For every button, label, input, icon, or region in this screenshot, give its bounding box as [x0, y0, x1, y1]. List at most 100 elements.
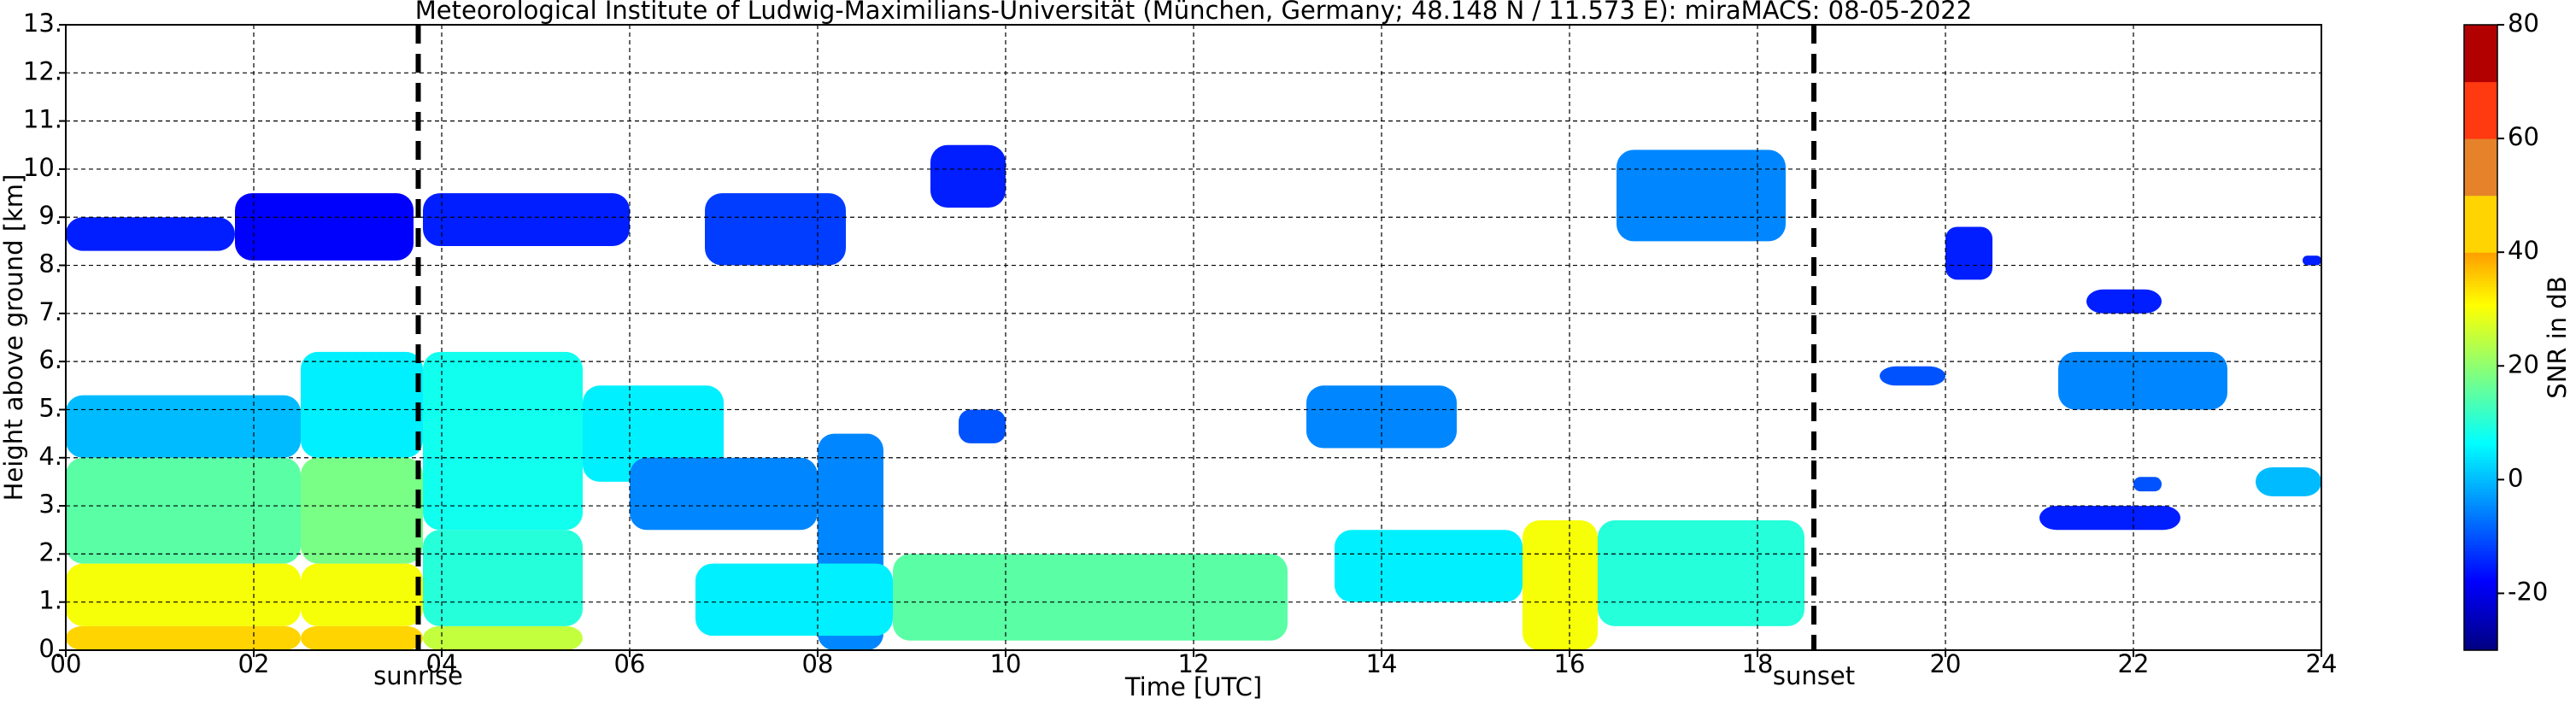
colorbar-tick-label: 40: [2508, 236, 2539, 265]
colorbar-band: [2464, 79, 2497, 83]
snr-cell: [2058, 351, 2227, 410]
colorbar-band: [2464, 197, 2497, 202]
colorbar-band: [2464, 56, 2497, 60]
colorbar-band: [2464, 439, 2497, 443]
colorbar-band: [2464, 519, 2497, 523]
colorbar-band: [2464, 278, 2497, 282]
colorbar-band: [2464, 50, 2497, 54]
colorbar-band: [2464, 286, 2497, 290]
colorbar-band: [2464, 405, 2497, 409]
chart-title: Meteorological Institute of Ludwig-Maxim…: [415, 0, 1972, 25]
snr-cell: [695, 563, 893, 637]
colorbar-band: [2464, 291, 2497, 296]
colorbar-band: [2464, 400, 2497, 404]
colorbar-band: [2464, 567, 2497, 572]
colorbar-band: [2464, 448, 2497, 452]
colorbar-band: [2464, 642, 2497, 645]
y-axis-label: Height above ground [km]: [0, 174, 28, 502]
colorbar-band: [2464, 67, 2497, 71]
colorbar-band: [2464, 155, 2497, 159]
colorbar-band: [2464, 306, 2497, 310]
colorbar-band: [2464, 366, 2497, 370]
colorbar-band: [2464, 161, 2497, 165]
colorbar-band: [2464, 303, 2497, 307]
colorbar-band: [2464, 218, 2497, 222]
colorbar-band: [2464, 32, 2497, 37]
colorbar-band: [2464, 638, 2497, 642]
x-tick-label: 20: [1930, 649, 1962, 678]
colorbar-band: [2464, 345, 2497, 349]
colorbar-band: [2464, 195, 2497, 199]
snr-cell: [235, 193, 414, 261]
colorbar-band: [2464, 479, 2497, 484]
colorbar-band: [2464, 206, 2497, 210]
colorbar-band: [2464, 445, 2497, 449]
colorbar-band: [2464, 41, 2497, 45]
colorbar-band: [2464, 62, 2497, 66]
colorbar-band: [2464, 419, 2497, 424]
colorbar-band: [2464, 238, 2497, 242]
colorbar-band: [2464, 201, 2497, 205]
snr-cell: [1617, 150, 1786, 242]
colorbar-band: [2464, 173, 2497, 176]
colorbar-band: [2464, 209, 2497, 214]
colorbar-band: [2464, 584, 2497, 589]
colorbar-band: [2464, 73, 2497, 77]
colorbar-band: [2464, 570, 2497, 574]
colorbar-band: [2464, 573, 2497, 578]
colorbar-band: [2464, 425, 2497, 430]
colorbar-band: [2464, 349, 2497, 353]
colorbar-band: [2464, 109, 2497, 114]
colorbar-band: [2464, 362, 2497, 367]
colorbar-band: [2464, 374, 2497, 378]
snr-cell: [1945, 226, 1992, 280]
snr-cell: [66, 217, 235, 251]
colorbar-band: [2464, 47, 2497, 51]
colorbar-band: [2464, 25, 2497, 28]
colorbar-band: [2464, 610, 2497, 614]
colorbar-band: [2464, 636, 2497, 640]
colorbar-band: [2464, 621, 2497, 625]
snr-cell: [630, 457, 818, 531]
colorbar-band: [2464, 625, 2497, 628]
x-tick-label: 08: [802, 649, 834, 678]
colorbar-band: [2464, 158, 2497, 162]
snr-cell: [66, 563, 301, 626]
colorbar-band: [2464, 226, 2497, 231]
y-tick-label: 3.: [38, 490, 62, 519]
colorbar-band: [2464, 462, 2497, 466]
colorbar-band: [2464, 343, 2497, 347]
colorbar-band: [2464, 147, 2497, 150]
colorbar-band: [2464, 53, 2497, 57]
snr-cell: [2303, 255, 2321, 266]
colorbar-band: [2464, 477, 2497, 480]
colorbar-band: [2464, 428, 2497, 432]
colorbar-band: [2464, 75, 2497, 79]
colorbar-band: [2464, 289, 2497, 293]
y-tick-label: 4.: [38, 442, 62, 471]
sun-label: sunrise: [373, 661, 463, 690]
colorbar-band: [2464, 599, 2497, 603]
colorbar-band: [2464, 408, 2497, 413]
colorbar-band: [2464, 357, 2497, 361]
colorbar-band: [2464, 186, 2497, 191]
snr-cell: [893, 554, 1288, 641]
colorbar-band: [2464, 542, 2497, 546]
colorbar-band: [2464, 644, 2497, 648]
colorbar-band: [2464, 627, 2497, 631]
colorbar-band: [2464, 377, 2497, 381]
colorbar-band: [2464, 169, 2497, 173]
colorbar-band: [2464, 334, 2497, 338]
colorbar-band: [2464, 320, 2497, 324]
colorbar-band: [2464, 84, 2497, 88]
colorbar-band: [2464, 451, 2497, 455]
colorbar-band: [2464, 337, 2497, 341]
colorbar-band: [2464, 130, 2497, 134]
colorbar-band: [2464, 619, 2497, 623]
x-tick-label: 02: [238, 649, 270, 678]
y-tick-label: 11.: [23, 105, 62, 134]
colorbar-band: [2464, 269, 2497, 273]
y-tick-label: 1.: [38, 586, 62, 615]
colorbar-band: [2464, 272, 2497, 276]
colorbar-band: [2464, 243, 2497, 248]
